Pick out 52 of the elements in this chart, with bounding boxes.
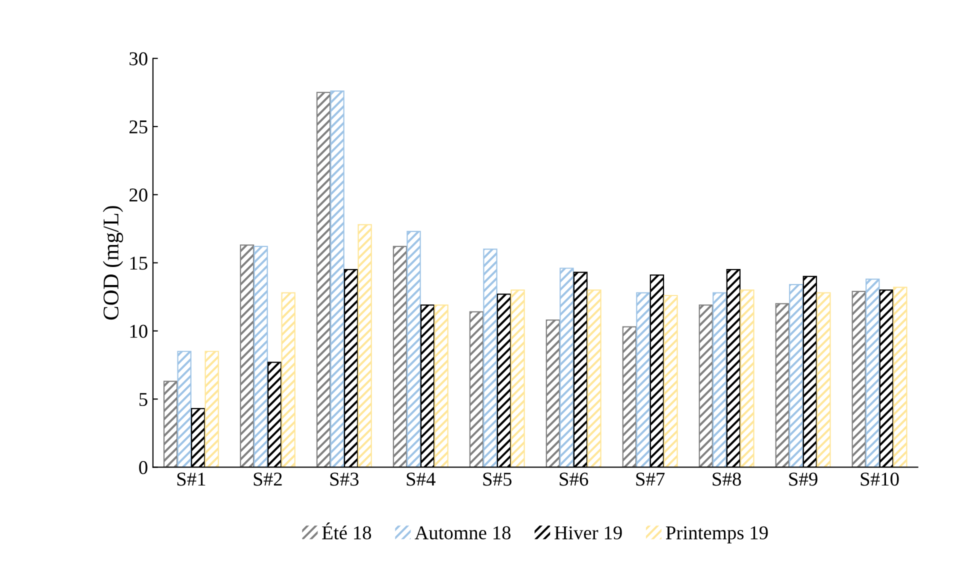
bar: [163, 380, 178, 468]
bar: [483, 248, 498, 468]
bar: [510, 290, 525, 468]
bar: [281, 292, 296, 468]
bar: [358, 224, 372, 468]
bar: [587, 290, 602, 468]
y-tick-label: 25: [130, 120, 148, 134]
bar: [240, 244, 254, 468]
bar: [546, 319, 560, 468]
x-tick-label: S#10: [860, 472, 899, 486]
bar: [636, 292, 650, 468]
y-tick-label: 30: [130, 52, 148, 66]
y-tick-label: 5: [140, 393, 148, 406]
bar: [893, 286, 908, 468]
x-tick-label: S#7: [636, 472, 665, 486]
x-tick-label: S#1: [177, 472, 206, 486]
bar: [469, 311, 484, 468]
y-axis-title: COD (mg/L): [102, 206, 124, 320]
bar: [816, 292, 831, 468]
bar: [775, 303, 790, 468]
y-tick-label: 10: [130, 324, 148, 338]
bar: [712, 292, 727, 468]
x-tick-label: S#9: [789, 472, 818, 486]
x-tick-label: S#5: [483, 472, 512, 486]
x-tick-label: S#4: [406, 472, 436, 486]
bar: [434, 304, 448, 468]
bar: [330, 90, 344, 468]
x-tick-label: S#2: [254, 472, 282, 486]
bar: [622, 326, 637, 468]
x-tick-label: S#8: [712, 472, 741, 486]
x-tick-label: S#3: [330, 472, 359, 486]
bar: [789, 284, 804, 468]
bar: [866, 278, 880, 468]
bar: [852, 290, 866, 468]
bar: [204, 350, 219, 468]
bar: [254, 246, 268, 468]
bar: [316, 92, 331, 468]
legend-label: Hiver 19: [554, 526, 622, 540]
x-tick-label: S#6: [560, 472, 588, 486]
legend-label: Printemps 19: [666, 526, 768, 544]
bar: [406, 230, 421, 468]
legend-label: Automne 18: [414, 526, 511, 540]
y-tick-label: 20: [130, 188, 148, 202]
bar: [392, 246, 408, 468]
bar: [177, 350, 192, 468]
bar: [740, 290, 754, 468]
bar: [560, 268, 574, 468]
bar: [698, 304, 714, 468]
bar: [664, 294, 678, 468]
y-tick-label: 0: [139, 461, 148, 474]
legend-label: Été 18: [322, 522, 372, 540]
y-tick-label: 15: [130, 256, 148, 270]
